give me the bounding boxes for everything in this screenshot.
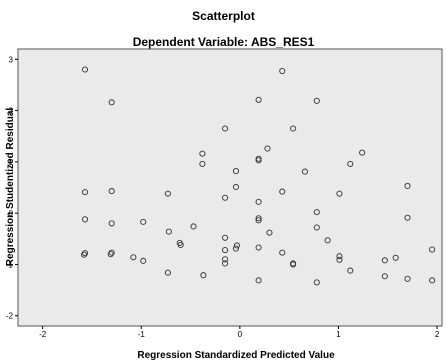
data-point	[429, 277, 436, 284]
data-point	[130, 254, 137, 261]
data-point	[279, 188, 286, 195]
data-point	[290, 125, 297, 132]
x-tick-label: 2	[435, 330, 440, 339]
data-point	[264, 145, 271, 152]
data-point	[108, 99, 115, 106]
y-tick-label: -1	[6, 260, 14, 269]
data-point	[222, 260, 229, 267]
data-point	[232, 183, 239, 191]
data-point	[336, 253, 343, 260]
x-tick-label: 0	[238, 330, 243, 339]
data-point	[313, 224, 320, 231]
data-points	[81, 66, 436, 286]
chart-title: Scatterplot	[192, 9, 255, 23]
data-point	[255, 277, 262, 284]
data-point	[290, 261, 297, 268]
x-tick-label: -2	[39, 330, 47, 339]
data-point	[301, 168, 308, 175]
data-point	[82, 66, 89, 73]
x-tick-label: -1	[138, 330, 146, 339]
x-tick-label: 1	[336, 330, 341, 339]
data-point	[164, 190, 171, 197]
data-point	[107, 251, 114, 258]
plot-area	[17, 48, 443, 327]
data-point	[336, 256, 343, 263]
data-point	[255, 244, 262, 251]
chart-subtitle: Dependent Variable: ABS_RES1	[132, 35, 315, 49]
y-tick-label: 0	[9, 209, 14, 218]
data-point	[108, 220, 115, 227]
data-point	[177, 241, 184, 249]
data-point	[279, 68, 286, 75]
data-point	[164, 269, 171, 276]
data-point	[232, 245, 239, 252]
y-tick-label: 3	[9, 55, 14, 64]
data-point	[255, 155, 262, 162]
y-axis-label: Regression Studentized Residual	[5, 108, 16, 267]
data-point	[222, 234, 229, 241]
data-point	[222, 194, 229, 201]
data-point	[404, 275, 411, 282]
data-point	[381, 273, 388, 280]
data-point	[82, 250, 89, 257]
data-point	[232, 168, 239, 175]
data-point	[82, 216, 89, 223]
data-point	[140, 257, 147, 264]
data-point	[108, 249, 115, 256]
y-tick-label: 2	[9, 107, 14, 116]
data-point	[404, 182, 411, 190]
data-point	[279, 249, 286, 256]
data-point	[347, 267, 354, 274]
data-point	[429, 246, 436, 253]
data-point	[324, 237, 331, 244]
y-tick-label: 1	[9, 158, 14, 167]
y-tick-label: -2	[6, 312, 14, 321]
data-point	[347, 160, 354, 167]
data-point	[336, 190, 343, 197]
data-point	[222, 256, 229, 263]
data-point	[392, 254, 399, 261]
x-axis-label: Regression Standardized Predicted Value	[137, 350, 335, 361]
data-point	[266, 229, 273, 236]
data-point	[81, 251, 88, 258]
data-point	[255, 217, 262, 224]
data-point	[313, 97, 320, 104]
axis-ticks: -2 -1 0 1 2 -2 -1 0 1 2 3	[6, 55, 440, 339]
data-point	[255, 96, 262, 103]
data-point	[108, 188, 115, 195]
data-point	[199, 160, 206, 167]
data-point	[200, 272, 207, 279]
data-point	[359, 149, 366, 156]
data-point	[381, 257, 388, 264]
data-point	[313, 279, 320, 286]
data-point	[190, 223, 197, 230]
data-point	[82, 189, 89, 196]
data-point	[222, 247, 229, 254]
data-point	[255, 215, 262, 222]
data-point	[313, 209, 320, 216]
data-point	[140, 218, 147, 225]
data-point	[255, 198, 262, 205]
data-point	[404, 214, 411, 221]
data-point	[165, 228, 172, 235]
data-point	[233, 242, 240, 249]
data-point	[222, 125, 229, 132]
data-point	[199, 150, 206, 157]
